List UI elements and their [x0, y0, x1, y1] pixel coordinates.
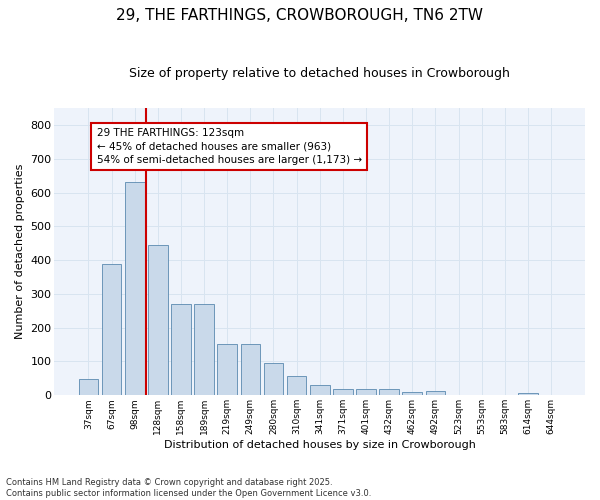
Text: 29, THE FARTHINGS, CROWBOROUGH, TN6 2TW: 29, THE FARTHINGS, CROWBOROUGH, TN6 2TW [116, 8, 484, 22]
Bar [287, 376, 307, 396]
Text: Contains HM Land Registry data © Crown copyright and database right 2025.
Contai: Contains HM Land Registry data © Crown c… [6, 478, 371, 498]
Y-axis label: Number of detached properties: Number of detached properties [15, 164, 25, 340]
Bar [403, 392, 422, 396]
Bar [356, 389, 376, 396]
Text: 29 THE FARTHINGS: 123sqm
← 45% of detached houses are smaller (963)
54% of semi-: 29 THE FARTHINGS: 123sqm ← 45% of detach… [97, 128, 362, 164]
Bar [171, 304, 191, 396]
Bar [310, 385, 329, 396]
Bar [379, 389, 399, 396]
Bar [194, 304, 214, 396]
Bar [425, 391, 445, 396]
Bar [518, 392, 538, 396]
Bar [333, 388, 353, 396]
Title: Size of property relative to detached houses in Crowborough: Size of property relative to detached ho… [129, 68, 510, 80]
Bar [125, 182, 145, 396]
Bar [217, 344, 237, 396]
Bar [241, 344, 260, 396]
X-axis label: Distribution of detached houses by size in Crowborough: Distribution of detached houses by size … [164, 440, 476, 450]
Bar [79, 379, 98, 396]
Bar [102, 264, 121, 396]
Bar [263, 363, 283, 396]
Bar [148, 245, 167, 396]
